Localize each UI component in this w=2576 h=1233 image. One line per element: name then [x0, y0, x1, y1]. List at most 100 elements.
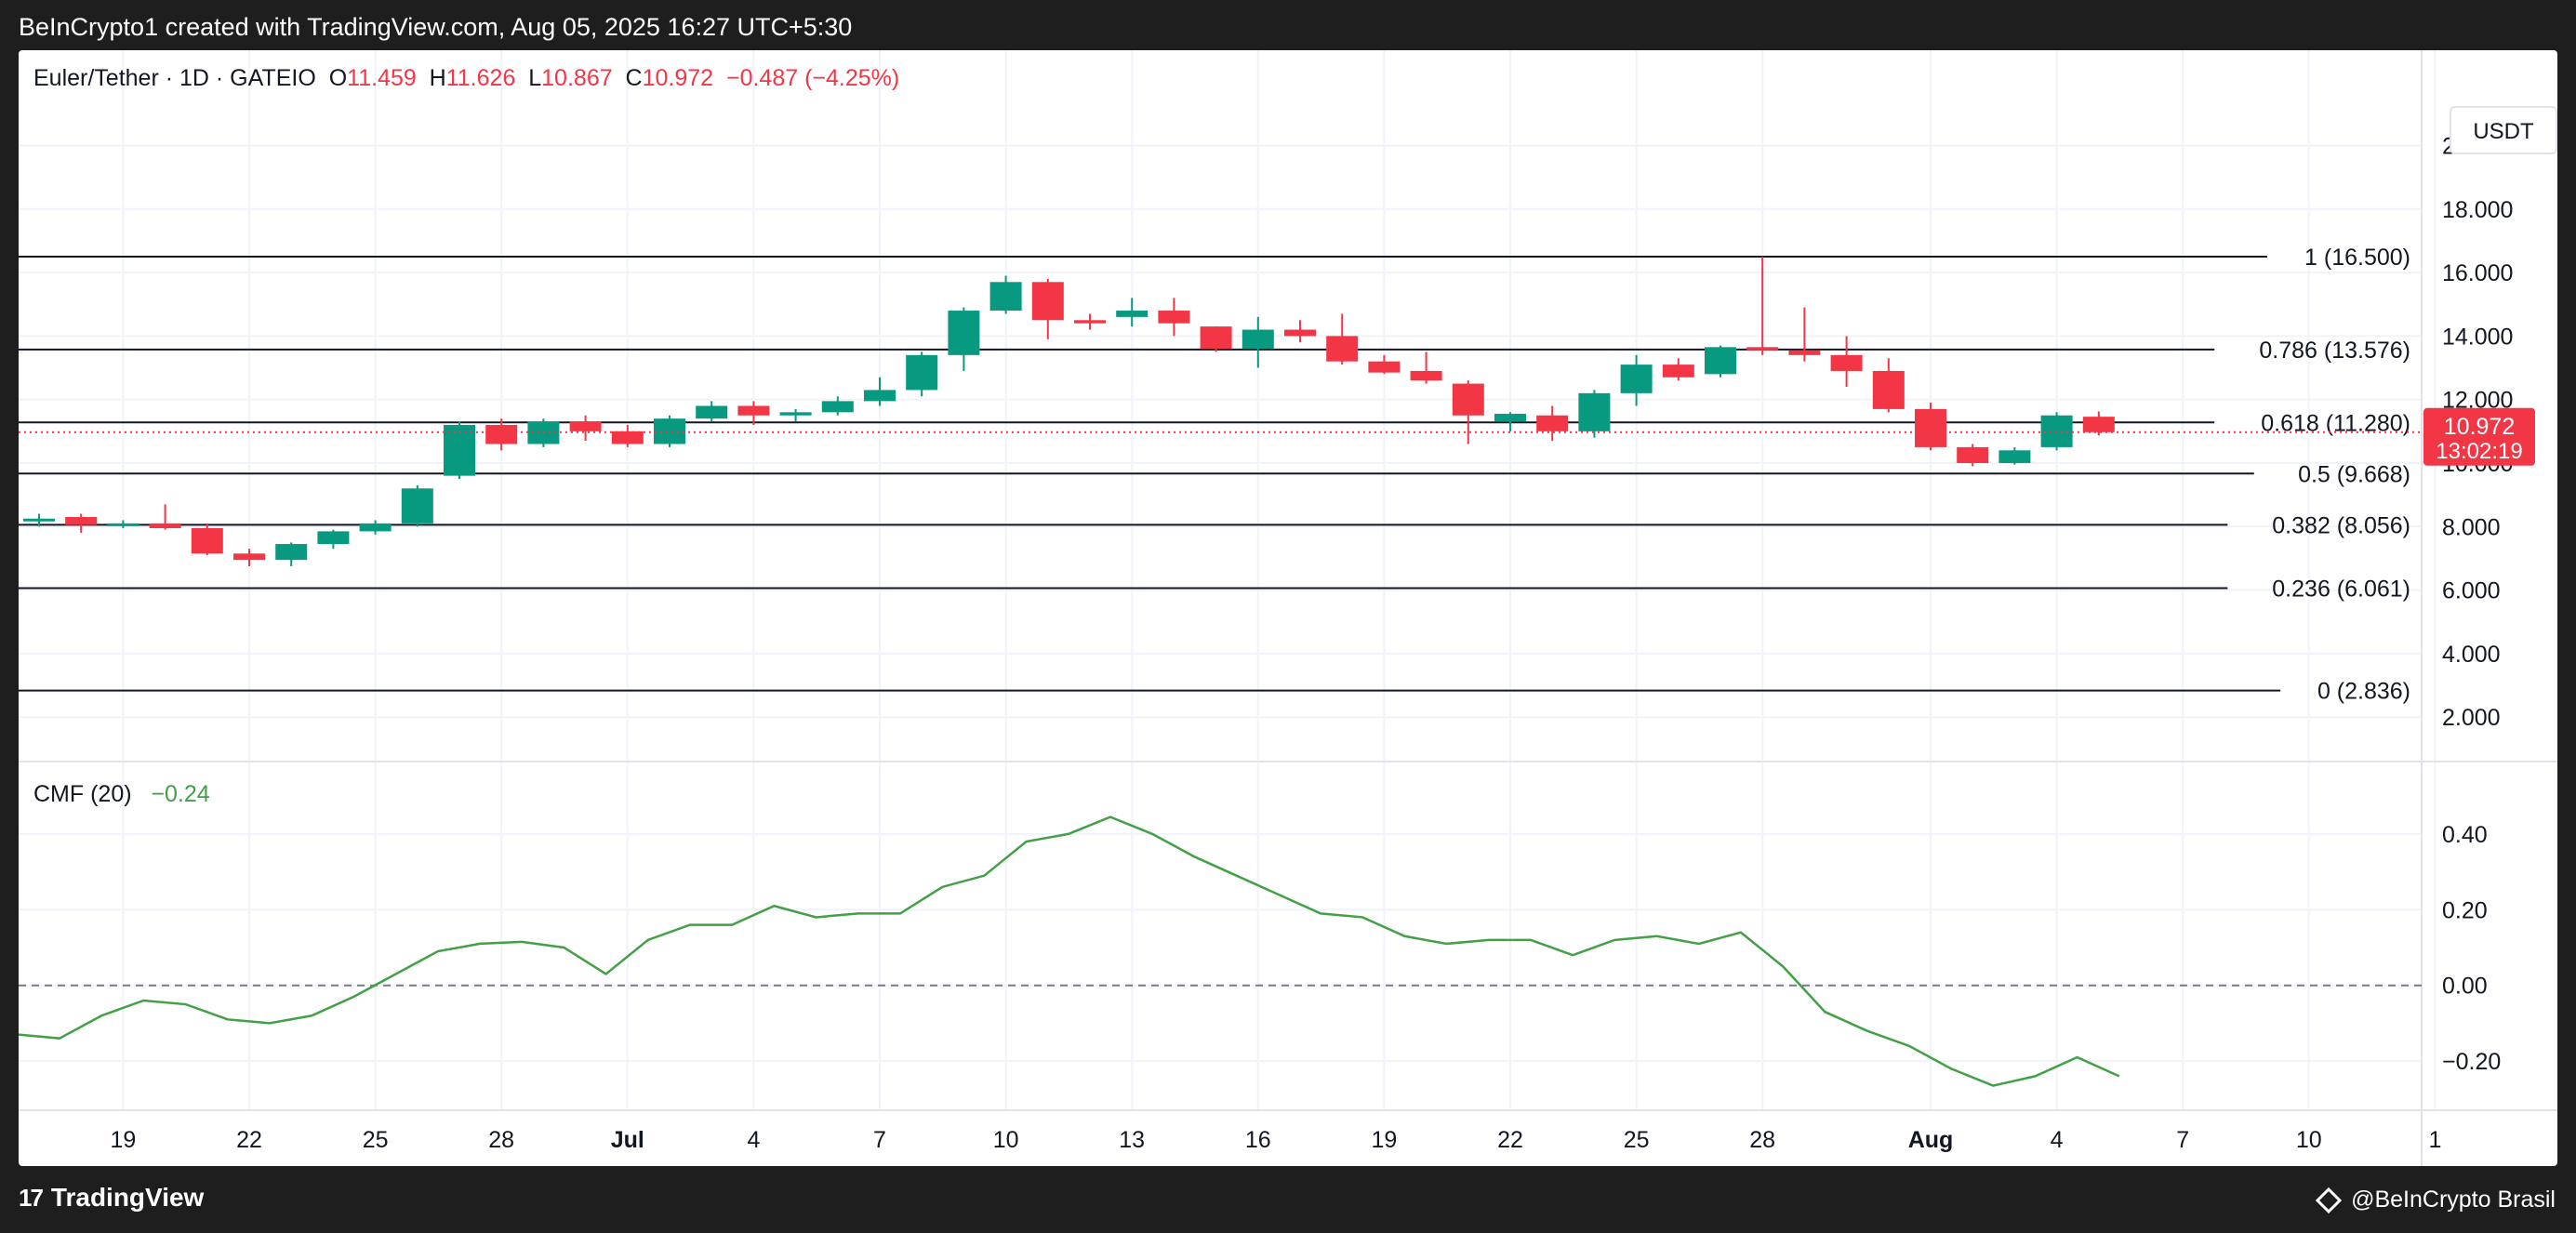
candle-body	[275, 544, 308, 561]
low-label: L	[528, 65, 542, 91]
candle-body	[1452, 383, 1484, 416]
x-tick-label: 19	[1371, 1127, 1397, 1153]
candle-body	[1620, 365, 1653, 393]
axes: 19 22 25 28 Jul 4 7 10 13 16 19 22 25 28 Aug 4 7 10 1 2.000…	[19, 50, 2557, 1166]
candle-body	[906, 354, 938, 391]
candle-body	[2082, 417, 2115, 432]
candle-body	[1872, 370, 1905, 409]
x-tick-label: 13	[1119, 1127, 1145, 1153]
candle-body	[1368, 361, 1401, 373]
price-tag-value: 10.972	[2444, 414, 2515, 440]
x-tick-label: 28	[1749, 1127, 1775, 1153]
chart-caption: BeInCrypto1 created with TradingView.com…	[19, 13, 853, 41]
candle-body	[1957, 446, 1989, 463]
x-tick-label: 25	[1624, 1127, 1650, 1153]
ohlc-legend: Euler/Tether · 1D · GATEIO O11.459 H11.6…	[33, 65, 899, 92]
fib-label: 0 (2.836)	[2317, 679, 2410, 705]
candle-body	[485, 424, 518, 444]
cmf-panel	[18, 815, 2422, 1087]
bottom-bar: 17 TradingView @BeInCrypto Brasil	[0, 1166, 2576, 1233]
fib-levels: 1 (16.500)0.786 (13.576)0.618 (11.280)0.…	[19, 245, 2410, 705]
candle-body	[737, 405, 770, 416]
currency-button[interactable]: USDT	[2450, 106, 2557, 154]
x-tick-label: 1	[2428, 1127, 2441, 1153]
y-tick-label: 4.000	[2442, 642, 2501, 668]
chart-svg[interactable]: 19 22 25 28 Jul 4 7 10 13 16 19 22 25 28 Aug 4 7 10 1 2.000…	[18, 50, 2557, 1166]
candle-body	[444, 424, 475, 476]
diamond-icon	[2315, 1187, 2343, 1213]
credit-text: @BeInCrypto Brasil	[2351, 1187, 2556, 1213]
candle-body	[1494, 414, 1526, 422]
candle-body	[1662, 365, 1694, 378]
chart-canvas[interactable]: 19 22 25 28 Jul 4 7 10 13 16 19 22 25 28 Aug 4 7 10 1 2.000…	[18, 50, 2557, 1166]
x-tick-label: 4	[747, 1127, 760, 1153]
x-tick-label: 16	[1245, 1127, 1271, 1153]
candle-body	[1410, 370, 1442, 381]
candle-body	[1536, 415, 1569, 431]
cmf-tick-label: 0.20	[2442, 897, 2488, 923]
tradingview-logo[interactable]: 17 TradingView	[19, 1183, 204, 1213]
candle-body	[654, 418, 685, 444]
candle-body	[1998, 450, 2031, 463]
x-tick-label: 19	[110, 1127, 136, 1153]
x-tick-label: 10	[993, 1127, 1019, 1153]
cmf-tick-label: −0.20	[2442, 1049, 2501, 1075]
fib-label: 0.382 (8.056)	[2272, 512, 2410, 538]
low-value: 10.867	[541, 65, 613, 91]
tradingview-logo-icon: 17	[19, 1183, 44, 1212]
change-value: −0.487 (−4.25%)	[725, 65, 900, 91]
candles	[23, 256, 2115, 566]
candle-body	[1788, 350, 1821, 355]
candle-body	[1031, 282, 1064, 321]
candle-body	[1578, 392, 1611, 431]
x-tick-label: 4	[2051, 1127, 2064, 1153]
fib-label: 0.5 (9.668)	[2298, 461, 2410, 487]
fib-label: 1 (16.500)	[2304, 245, 2410, 271]
candle-body	[611, 431, 644, 444]
y-tick-label: 18.000	[2442, 197, 2513, 223]
candle-body	[1746, 347, 1779, 351]
x-tick-label: Aug	[1908, 1127, 1954, 1153]
cmf-line	[18, 815, 2120, 1087]
open-value: 11.459	[347, 65, 417, 91]
x-tick-label: 22	[1497, 1127, 1523, 1153]
candle-body	[107, 523, 139, 526]
candle-body	[779, 412, 812, 416]
candle-body	[65, 517, 98, 525]
candle-body	[1242, 329, 1274, 350]
candle-body	[191, 527, 223, 554]
credit: @BeInCrypto Brasil	[2315, 1187, 2556, 1213]
fib-label: 0.236 (6.061)	[2272, 576, 2410, 602]
candle-body	[1200, 326, 1232, 350]
cmf-value: −0.24	[151, 781, 210, 807]
candle-body	[696, 405, 728, 419]
y-tick-label: 14.000	[2442, 324, 2513, 350]
cmf-tick-label: 0.40	[2442, 822, 2488, 848]
cmf-tick-label: 0.00	[2442, 974, 2488, 1000]
cmf-legend: CMF (20) −0.24	[33, 781, 210, 808]
x-tick-label: 10	[2296, 1127, 2322, 1153]
y-tick-label: 6.000	[2442, 578, 2501, 604]
top-bar: BeInCrypto1 created with TradingView.com…	[0, 0, 2576, 50]
candle-body	[317, 531, 350, 545]
x-tick-label: Jul	[611, 1127, 644, 1153]
cmf-name[interactable]: CMF (20)	[33, 781, 132, 807]
close-label: C	[625, 65, 643, 91]
candle-body	[1915, 408, 1946, 447]
close-value: 10.972	[642, 65, 714, 91]
candle-body	[233, 553, 265, 561]
candle-body	[948, 311, 980, 355]
y-tick-label: 16.000	[2442, 260, 2513, 286]
candle-body	[1705, 347, 1736, 375]
brand-name: TradingView	[50, 1183, 205, 1212]
x-tick-label: 7	[2176, 1127, 2189, 1153]
candle-body	[149, 523, 181, 528]
candle-body	[23, 518, 55, 522]
y-tick-label: 8.000	[2442, 514, 2501, 540]
symbol-label[interactable]: Euler/Tether · 1D · GATEIO	[33, 65, 316, 91]
candle-body	[1158, 311, 1190, 324]
x-tick-label: 22	[236, 1127, 262, 1153]
candle-body	[821, 401, 854, 413]
high-value: 11.626	[445, 65, 516, 91]
